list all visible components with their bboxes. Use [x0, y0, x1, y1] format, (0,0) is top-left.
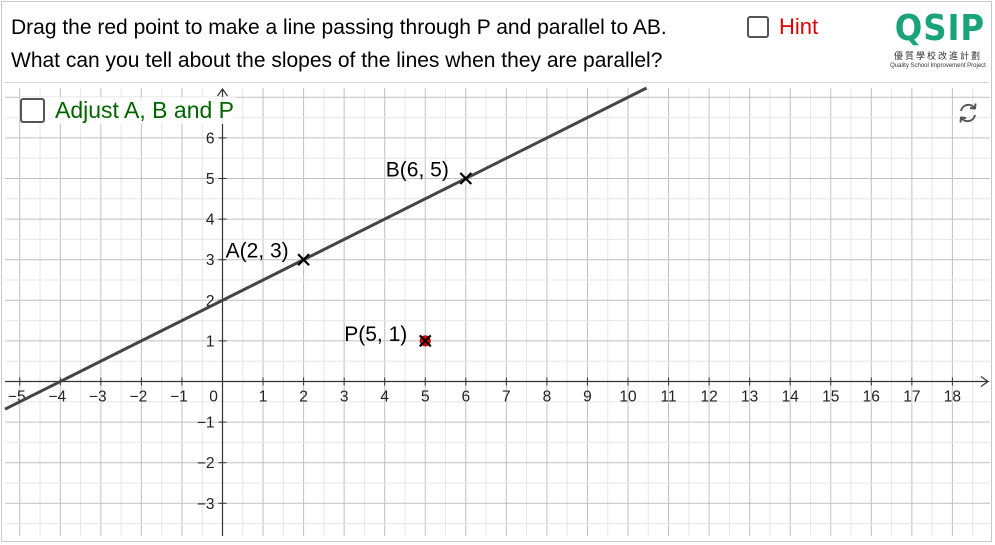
y-tick-label: 4 — [206, 212, 215, 229]
point-b-marker — [459, 172, 473, 185]
x-tick-label: 10 — [619, 389, 637, 406]
x-tick-label: 6 — [461, 389, 470, 406]
x-tick-label: 4 — [380, 389, 389, 406]
adjust-toggle[interactable]: Adjust A, B and P — [20, 97, 237, 124]
logo-english-text: Quality School Improvement Project — [890, 63, 986, 69]
y-tick-label: 5 — [206, 171, 215, 188]
x-tick-label: 18 — [944, 389, 961, 406]
x-tick-label: 12 — [700, 389, 717, 406]
y-tick-label: 1 — [206, 333, 215, 350]
x-tick-label: 5 — [421, 389, 430, 406]
x-tick-label: 9 — [583, 389, 592, 406]
x-tick-label: 13 — [741, 389, 758, 406]
y-axis-arrow — [217, 87, 228, 97]
x-tick-label: 7 — [502, 389, 511, 406]
point-p-label: P(5, 1) — [344, 323, 407, 346]
x-tick-label: 8 — [543, 389, 552, 406]
x-tick-label: 14 — [782, 389, 800, 406]
line-ab — [4, 86, 648, 411]
x-tick-label: 1 — [259, 389, 268, 406]
adjust-label: Adjust A, B and P — [55, 97, 235, 123]
y-tick-label: −3 — [197, 496, 215, 513]
question-line-1: Drag the red point to make a line passin… — [11, 16, 667, 39]
logo-mark: QSIP — [894, 8, 986, 49]
logo-chinese-text: 優質學校改進計劃 — [893, 51, 982, 61]
x-tick-label: 3 — [340, 389, 349, 406]
hint-toggle[interactable]: Hint — [747, 14, 818, 40]
x-tick-label: −3 — [89, 389, 107, 406]
question-line-2: What can you tell about the slopes of th… — [11, 49, 663, 72]
hint-label: Hint — [779, 14, 819, 39]
question-text: Drag the red point to make a line passin… — [11, 11, 667, 77]
qsip-logo: QSIP 優質學校改進計劃 Quality School Improvement… — [890, 10, 986, 76]
y-tick-label: −1 — [197, 415, 215, 432]
x-tick-label: 15 — [822, 389, 839, 406]
x-tick-label: 16 — [863, 389, 880, 406]
x-tick-label: 11 — [661, 389, 677, 406]
x-tick-label: 17 — [903, 389, 920, 406]
adjust-checkbox[interactable] — [20, 98, 45, 123]
header-divider — [4, 82, 989, 83]
point-a-label: A(2, 3) — [226, 240, 289, 263]
point-p-marker — [418, 334, 432, 348]
y-tick-label: 2 — [206, 293, 215, 310]
x-tick-label: −1 — [170, 389, 188, 406]
y-tick-label: −2 — [197, 455, 215, 472]
point-b-label: B(6, 5) — [386, 159, 449, 182]
x-tick-label: −4 — [48, 389, 66, 406]
point-a-marker — [297, 253, 310, 266]
x-tick-label: −2 — [130, 389, 148, 406]
y-tick-label: 3 — [206, 252, 215, 269]
y-tick-label: 6 — [206, 130, 215, 147]
x-tick-label: 0 — [209, 389, 218, 406]
refresh-icon[interactable] — [955, 100, 981, 126]
x-tick-label: 2 — [299, 389, 308, 406]
x-axis-arrow — [980, 376, 990, 387]
hint-checkbox[interactable] — [747, 16, 769, 38]
